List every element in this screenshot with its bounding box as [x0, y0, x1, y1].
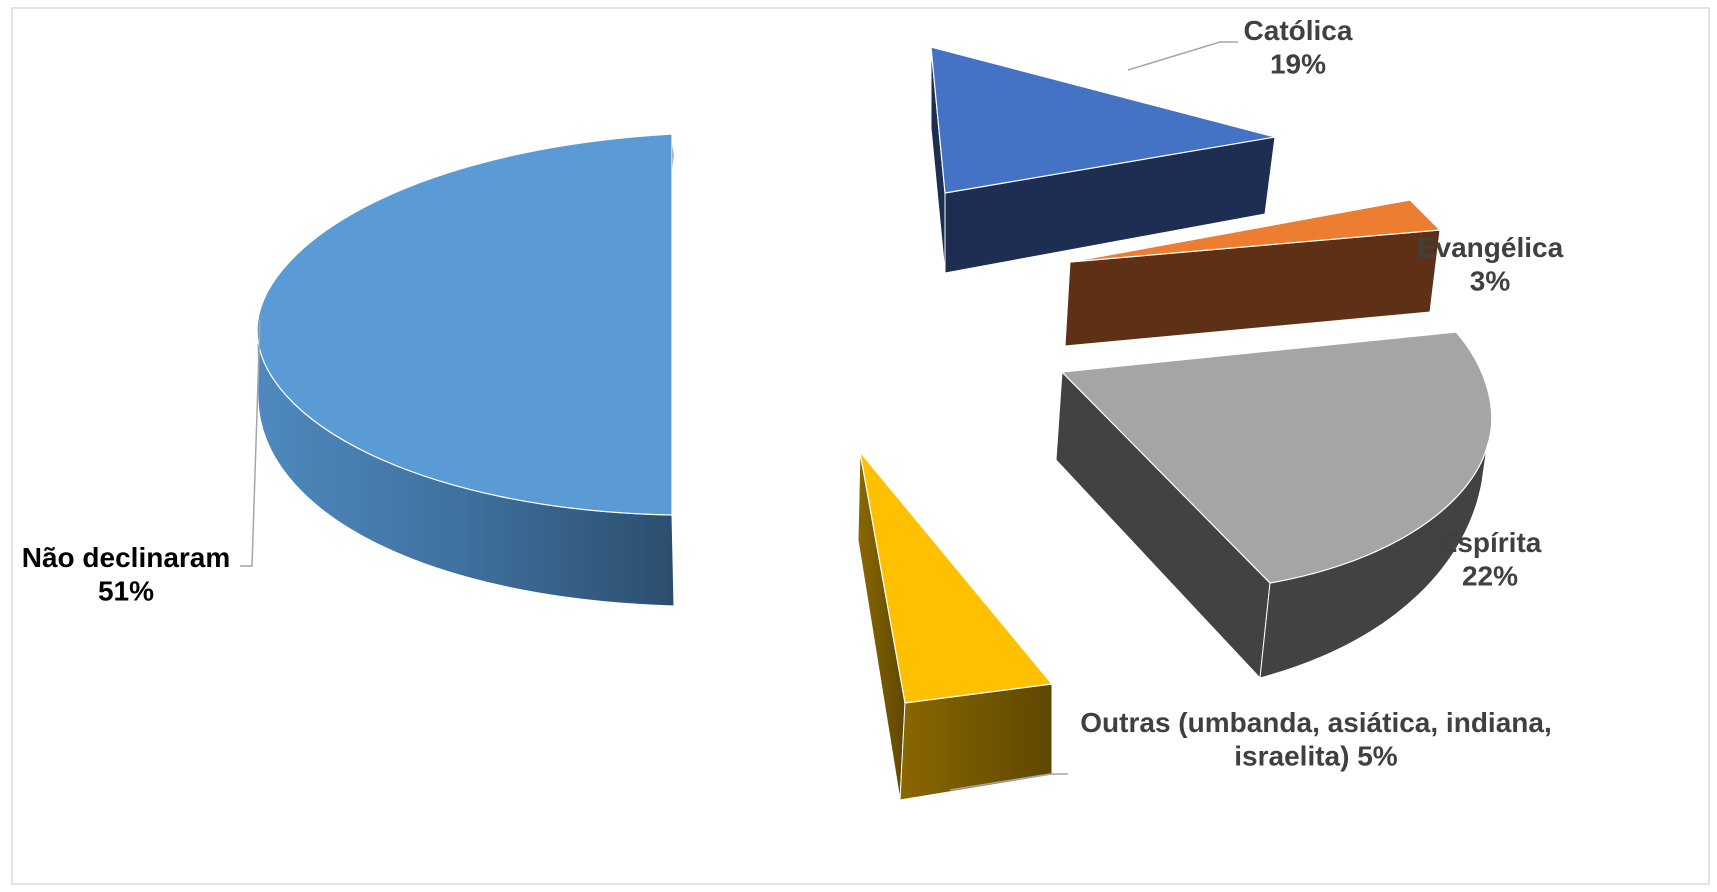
leader-line-catolica	[1127, 41, 1238, 71]
slice-top-catolica	[930, 46, 1276, 194]
data-label-line: 22%	[1462, 560, 1518, 591]
slice-top-espirita	[1060, 331, 1493, 584]
slice-top-nao-declinaram	[256, 133, 673, 516]
slice-outras-umbanda-asiatica-indiana-israelita	[857, 449, 1054, 801]
plot-border	[11, 7, 1710, 885]
slice-catolica	[930, 46, 1276, 274]
slice-espirita	[1055, 331, 1493, 680]
data-label-line: Não declinaram	[22, 542, 231, 573]
slice-side-evangelica-0	[1064, 229, 1441, 347]
data-label-line: Católica	[1244, 15, 1353, 46]
data-label-espirita: Espírita 22%	[1439, 527, 1542, 592]
slice-evangelica	[1064, 199, 1442, 347]
data-label-line: 3%	[1470, 265, 1511, 296]
data-label-line: Evangélica	[1417, 232, 1564, 263]
leader-line-nao-declinaram	[240, 319, 261, 567]
leader-line-outras-umbanda-asiatica-indiana-israelita	[949, 773, 1068, 791]
data-label-outras-umbanda-asiatica-indiana-israelita: Outras (umbanda, asiática, indiana, israe…	[1080, 707, 1551, 772]
data-label-line: israelita) 5%	[1234, 740, 1398, 771]
data-label-nao-declinaram: Não declinaram 51%	[22, 542, 231, 607]
slice-nao-declinaram	[256, 133, 675, 607]
data-label-evangelica: Evangélica 3%	[1417, 232, 1564, 297]
data-label-line: 19%	[1270, 48, 1326, 79]
data-label-line: Outras (umbanda, asiática, indiana,	[1080, 707, 1551, 738]
data-label-catolica: Católica 19%	[1244, 15, 1353, 80]
data-label-line: Espírita	[1439, 527, 1542, 558]
slice-side-outras-umbanda-asiatica-indiana-israelita-1	[899, 683, 1053, 801]
slice-top-evangelica	[1069, 199, 1442, 263]
slice-top-outras-umbanda-asiatica-indiana-israelita	[859, 449, 1054, 704]
data-label-line: 51%	[98, 575, 154, 606]
